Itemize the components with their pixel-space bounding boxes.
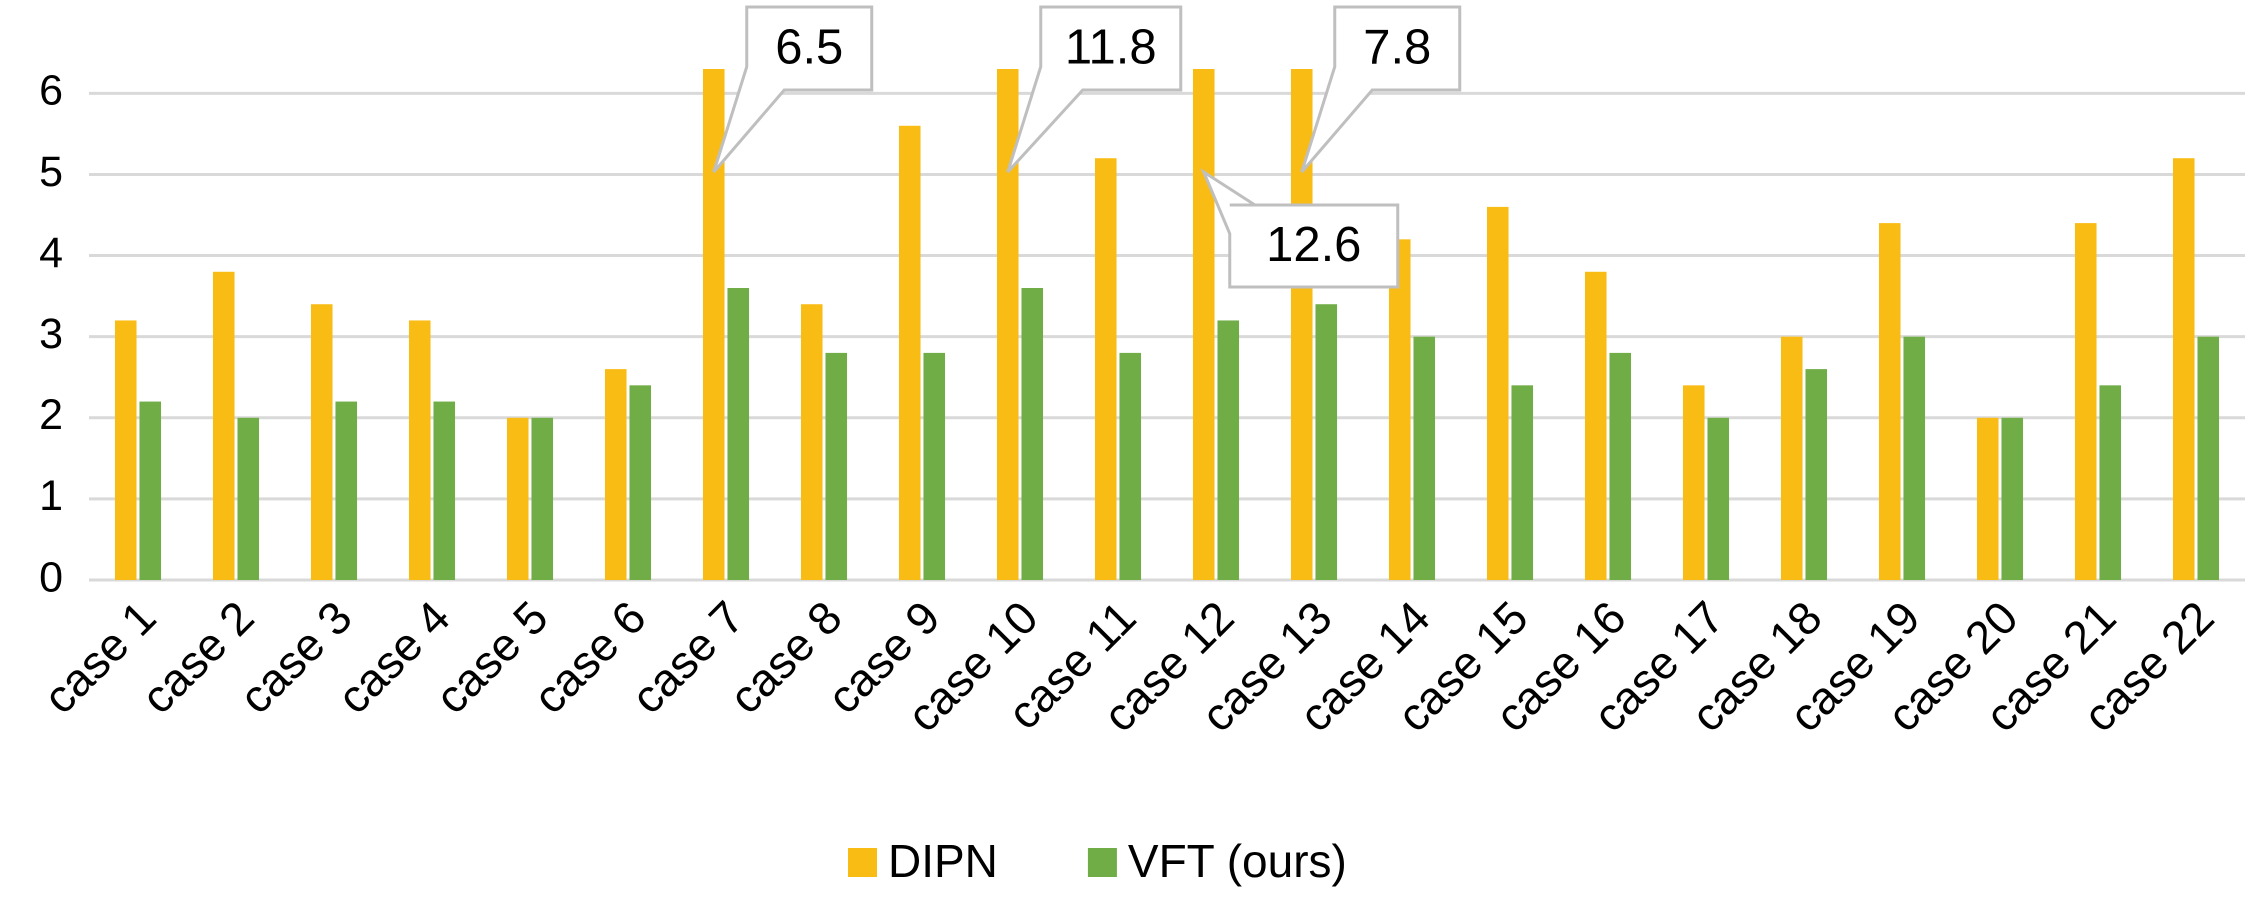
legend-label: DIPN: [888, 835, 998, 887]
bar: [1682, 385, 1705, 580]
data-label: 12.6: [1266, 218, 1361, 272]
bar: [702, 69, 725, 581]
bar: [1290, 69, 1313, 581]
legend-swatch: [848, 848, 877, 877]
bar: [1119, 352, 1142, 580]
bar: [212, 271, 235, 580]
x-tick-label: case 1: [33, 591, 166, 724]
bar: [2074, 223, 2097, 580]
bar: [1413, 336, 1436, 580]
bar: [1388, 239, 1411, 581]
bar: [1903, 336, 1926, 580]
bar: [1976, 417, 1999, 580]
bar: [825, 352, 848, 580]
bar: [629, 385, 652, 580]
bar: [1217, 320, 1240, 580]
callout-box: [1300, 5, 1462, 173]
bar: [335, 401, 358, 580]
bar: [996, 69, 1019, 580]
callout-box: [712, 5, 874, 173]
bar: [310, 304, 333, 580]
bar: [2197, 336, 2220, 580]
data-label: 6.5: [775, 20, 843, 74]
bar: [114, 320, 137, 580]
bar: [727, 288, 750, 580]
bar: [408, 320, 431, 580]
bar: [1805, 369, 1828, 580]
legend-swatch: [1087, 848, 1117, 877]
bar: [1511, 385, 1534, 580]
x-tick-label: case 8: [719, 591, 852, 724]
y-tick-label: 0: [39, 553, 63, 601]
x-tick-label: case 3: [229, 591, 362, 724]
bar: [1486, 206, 1509, 580]
bar: [2099, 385, 2122, 580]
y-tick-label: 6: [39, 67, 63, 115]
bar: [237, 417, 260, 580]
data-label: 7.8: [1363, 20, 1431, 74]
bar: [1315, 304, 1338, 580]
x-tick-label: case 4: [327, 591, 460, 724]
y-tick-label: 3: [39, 310, 63, 358]
bar: [800, 304, 823, 580]
bar: [1021, 288, 1044, 580]
bar: [2172, 158, 2195, 580]
bar: [531, 417, 554, 580]
bar: [2001, 417, 2024, 580]
bar: [604, 369, 627, 580]
bar: [898, 125, 921, 581]
legend-label: VFT (ours): [1128, 835, 1347, 887]
bar: [1707, 417, 1730, 580]
y-tick-label: 2: [39, 391, 63, 439]
y-tick-label: 5: [39, 148, 63, 196]
bar: [433, 401, 456, 580]
bar: [1609, 352, 1632, 580]
bar: [923, 352, 946, 580]
bar: [506, 417, 529, 580]
bar: [1878, 223, 1901, 580]
bar: [139, 401, 162, 580]
data-label: 11.8: [1065, 20, 1157, 74]
callout-box: [1200, 168, 1400, 289]
bar: [1584, 271, 1607, 580]
x-tick-label: case 2: [131, 591, 264, 724]
callout-box: [1006, 5, 1183, 174]
bar: [1094, 158, 1117, 580]
x-tick-label: case 6: [523, 591, 656, 724]
x-tick-label: case 5: [425, 591, 558, 724]
bar: [1192, 69, 1215, 580]
y-tick-label: 1: [39, 472, 63, 520]
y-tick-label: 4: [39, 229, 63, 277]
bar: [1780, 336, 1803, 580]
x-tick-label: case 7: [621, 591, 754, 724]
bars: [114, 69, 2220, 581]
